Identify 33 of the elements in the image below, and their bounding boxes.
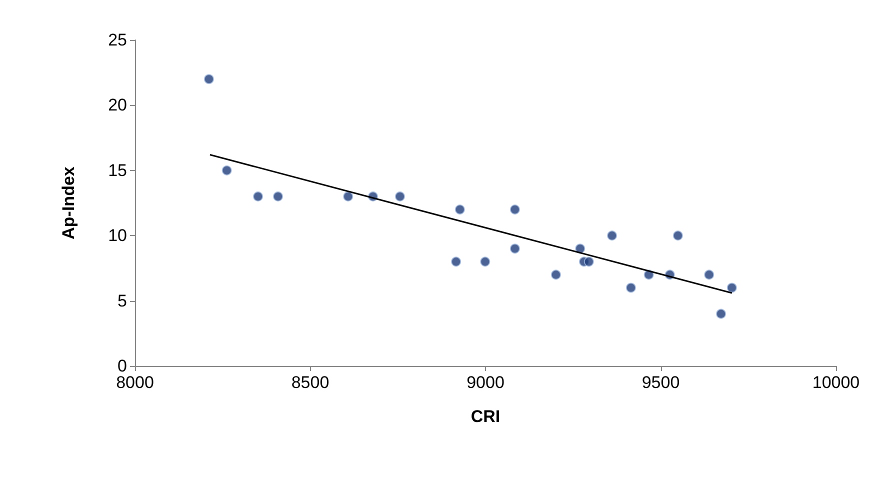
x-tick-label: 8500: [291, 373, 330, 392]
point: [451, 256, 462, 267]
y-tick-label: 0: [118, 356, 127, 376]
y-tick-label: 25: [108, 30, 127, 50]
point: [607, 230, 618, 241]
point: [480, 256, 490, 267]
x-axis-title: CRI: [470, 407, 500, 426]
point: [510, 204, 520, 215]
point: [222, 165, 232, 176]
point: [626, 282, 636, 293]
point: [253, 191, 264, 202]
point: [510, 244, 520, 254]
point: [454, 204, 465, 215]
y-tick-label: 10: [108, 226, 127, 246]
point: [584, 256, 594, 267]
point: [343, 191, 354, 202]
x-tick-label: 9500: [642, 373, 680, 392]
x-tick-label: 10000: [812, 373, 860, 392]
y-tick-label: 15: [108, 160, 127, 180]
y-tick-label: 20: [108, 96, 127, 115]
point: [204, 74, 214, 84]
y-tick-label: 5: [118, 291, 127, 310]
point: [704, 270, 714, 280]
y-axis-title: Ap-Index: [59, 166, 78, 240]
x-tick-label: 9000: [466, 373, 504, 392]
point: [273, 191, 284, 202]
x-tick-label: 8000: [116, 373, 154, 392]
point: [726, 282, 737, 293]
point: [550, 270, 561, 280]
point: [716, 308, 726, 319]
point: [394, 191, 405, 202]
point: [575, 244, 586, 254]
point: [672, 230, 683, 241]
